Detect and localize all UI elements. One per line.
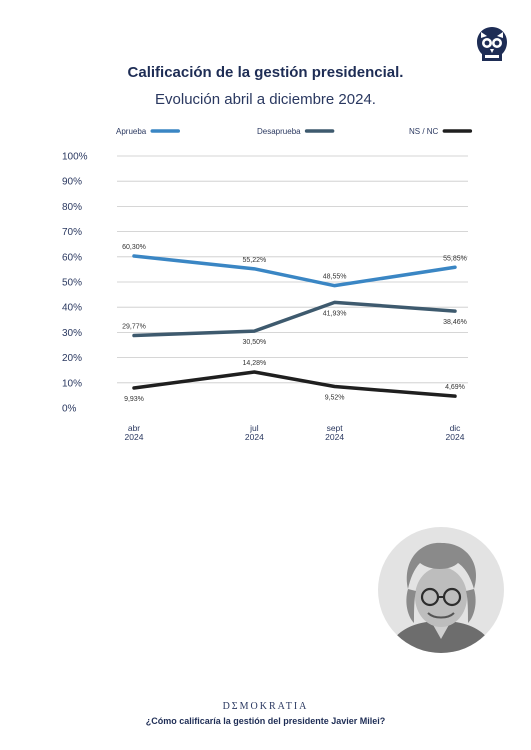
y-tick-label: 70% (62, 227, 82, 238)
data-label: 60,30% (122, 244, 146, 251)
legend-label: Aprueba (116, 127, 147, 136)
data-label: 29,77% (122, 323, 146, 330)
x-tick-year-label: 2024 (125, 432, 144, 442)
y-tick-label: 10% (62, 378, 82, 389)
data-label: 30,50% (243, 339, 267, 346)
chart-subtitle: Evolución abril a diciembre 2024. (155, 91, 376, 108)
x-tick-label: dic (450, 423, 462, 433)
y-tick-label: 50% (62, 278, 82, 289)
data-label: 14,28% (243, 360, 267, 367)
x-tick-year-label: 2024 (245, 432, 264, 442)
survey-question: ¿Cómo calificaría la gestión del preside… (145, 716, 386, 726)
data-label: 41,93% (323, 310, 347, 317)
y-tick-label: 90% (62, 177, 82, 188)
data-label: 55,85% (443, 255, 467, 262)
data-label: 55,22% (243, 257, 267, 264)
series-line (132, 300, 457, 338)
owl-logo-icon (477, 27, 507, 61)
legend-label: Desaprueba (257, 127, 301, 136)
x-tick-label: abr (128, 423, 140, 433)
data-label: 4,69% (445, 384, 465, 391)
data-label: 9,93% (124, 396, 144, 403)
x-tick-year-label: 2024 (446, 432, 465, 442)
series-line (132, 370, 457, 398)
y-tick-label: 0% (62, 404, 77, 415)
x-tick-label: sept (327, 423, 344, 433)
y-tick-label: 100% (62, 152, 88, 163)
y-tick-label: 60% (62, 252, 82, 263)
y-tick-label: 40% (62, 303, 82, 314)
president-portrait-image (378, 527, 504, 653)
y-tick-label: 80% (62, 202, 82, 213)
brand-name: DΣMOKRATIA (222, 701, 309, 712)
data-label: 9,52% (325, 395, 345, 402)
line-chart: 100%90%80%70%60%50%40%30%20%10%0%abr2024… (62, 127, 473, 442)
series-line (132, 254, 457, 288)
y-tick-label: 20% (62, 353, 82, 364)
y-tick-label: 30% (62, 328, 82, 339)
chart-title: Calificación de la gestión presidencial. (127, 64, 404, 81)
x-tick-year-label: 2024 (325, 432, 344, 442)
data-label: 48,55% (323, 274, 347, 281)
data-label: 38,46% (443, 319, 467, 326)
legend-label: NS / NC (409, 127, 439, 136)
x-tick-label: jul (249, 423, 259, 433)
